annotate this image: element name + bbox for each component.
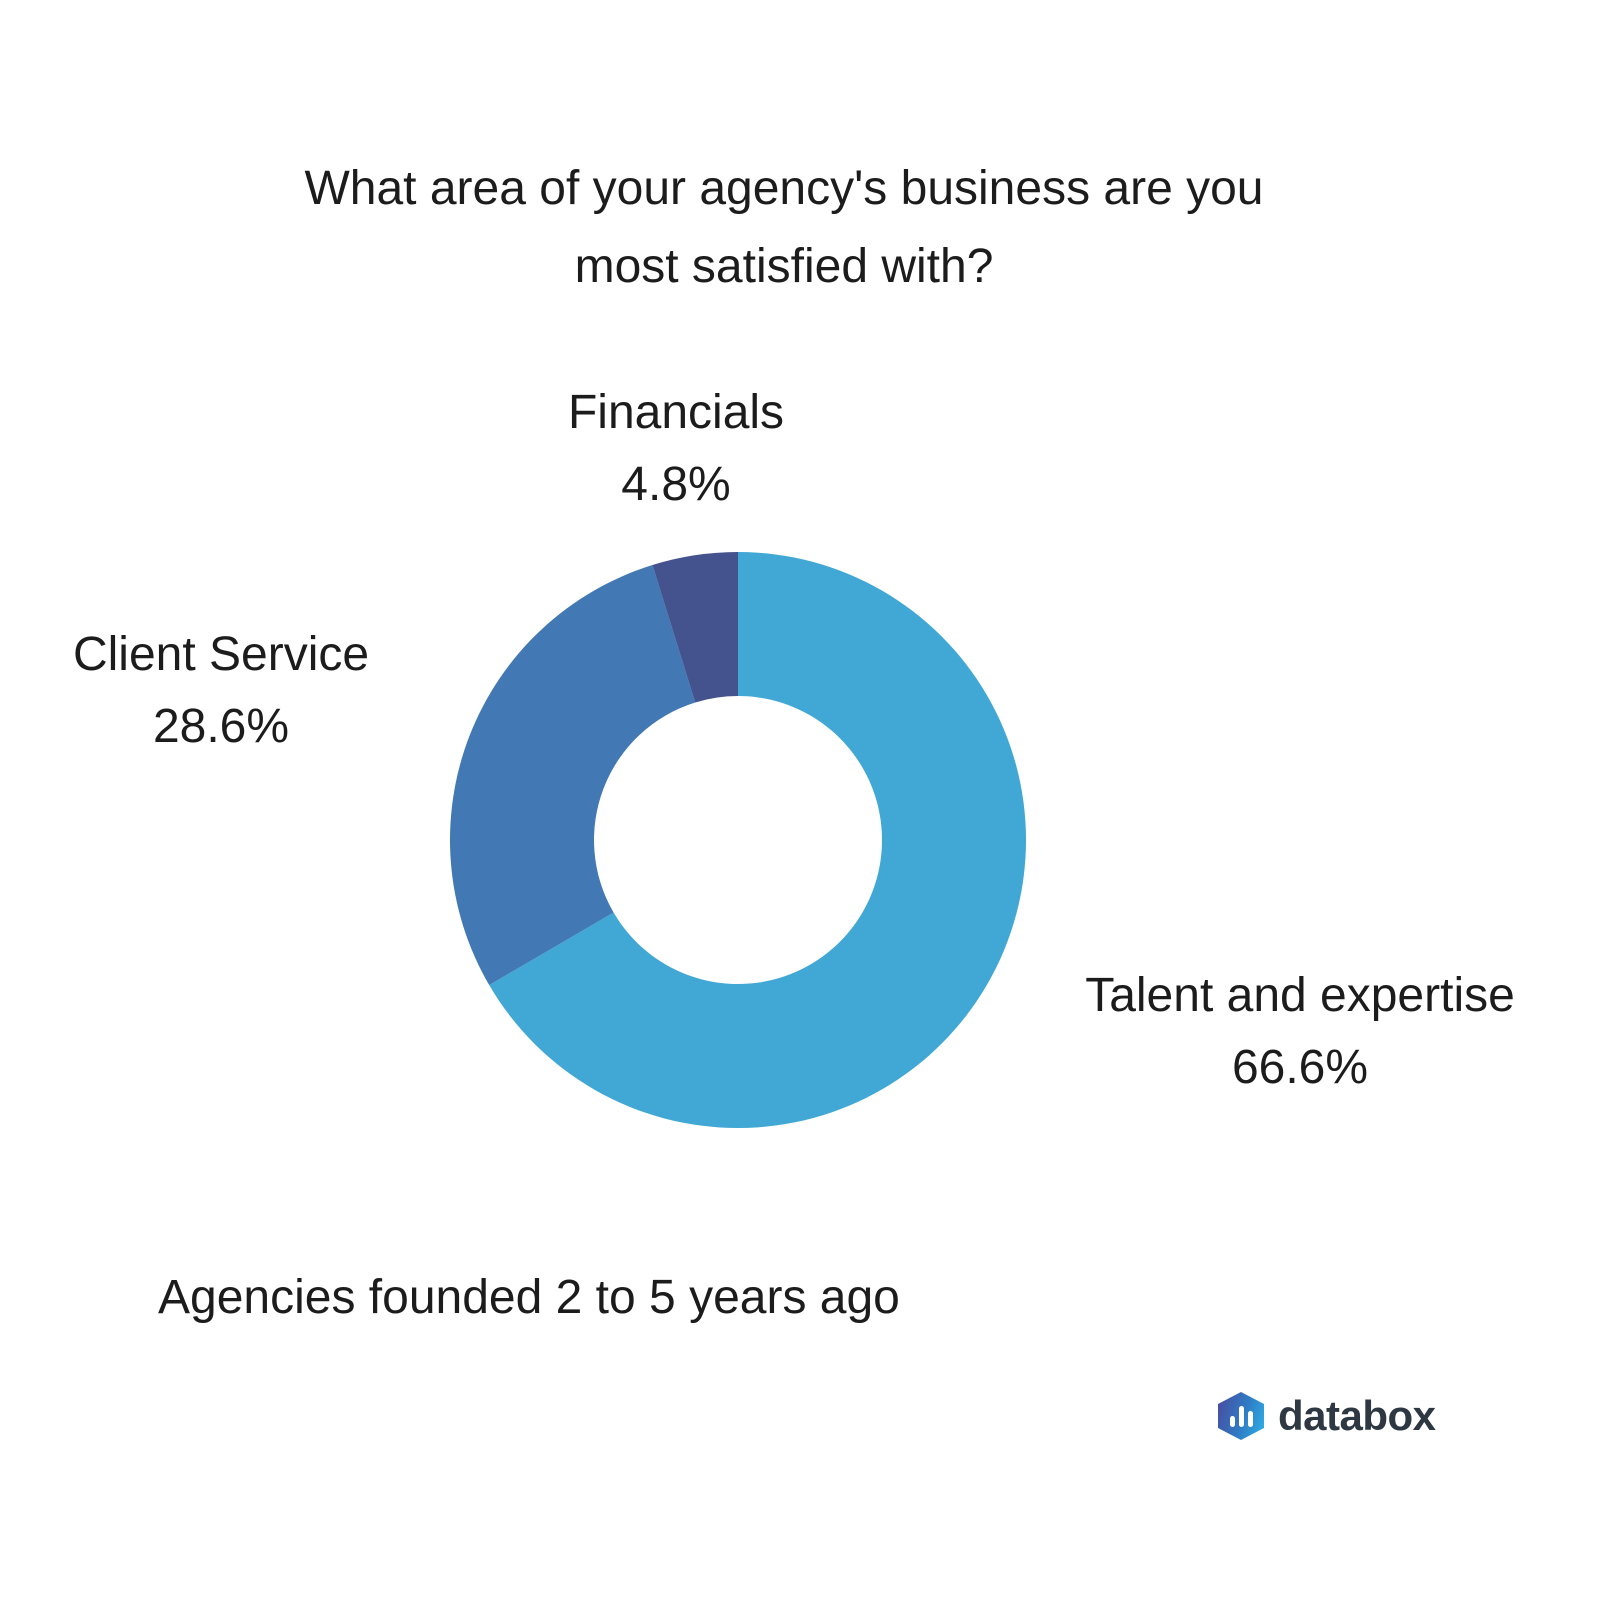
databox-logo: databox xyxy=(1218,1392,1436,1440)
logo-bar-short xyxy=(1229,1416,1235,1427)
donut-segment-financials xyxy=(652,552,738,703)
label-financials-name: Financials xyxy=(567,386,785,439)
label-talent-expertise-name: Talent and expertise xyxy=(1085,969,1515,1022)
databox-logo-text: databox xyxy=(1278,1392,1436,1439)
label-financials-value: 4.8% xyxy=(621,458,731,511)
label-client-service-name: Client Service xyxy=(72,628,370,681)
databox-hexagon-icon xyxy=(1218,1392,1264,1440)
donut-segment-talent-and-expertise xyxy=(489,552,1026,1128)
label-client-service-value: 28.6% xyxy=(152,700,290,753)
chart-title-line2: most satisfied with? xyxy=(574,240,994,293)
label-talent-expertise-value: 66.6% xyxy=(1231,1041,1369,1094)
chart-title: What area of your agency's business are … xyxy=(0,150,1568,306)
cohort-caption: Agencies founded 2 to 5 years ago xyxy=(158,1271,900,1324)
logo-bar-medium xyxy=(1247,1411,1253,1427)
logo-bar-tall xyxy=(1238,1406,1244,1427)
donut-chart xyxy=(450,552,1026,1128)
label-talent-expertise: Talent and expertise 66.6% xyxy=(1085,960,1515,1104)
bar-chart-glyph-icon xyxy=(1218,1406,1264,1427)
chart-title-line1: What area of your agency's business are … xyxy=(304,162,1264,215)
label-client-service: Client Service 28.6% xyxy=(73,619,369,763)
label-financials: Financials 4.8% xyxy=(568,377,784,521)
donut-segment-client-service xyxy=(450,565,696,986)
